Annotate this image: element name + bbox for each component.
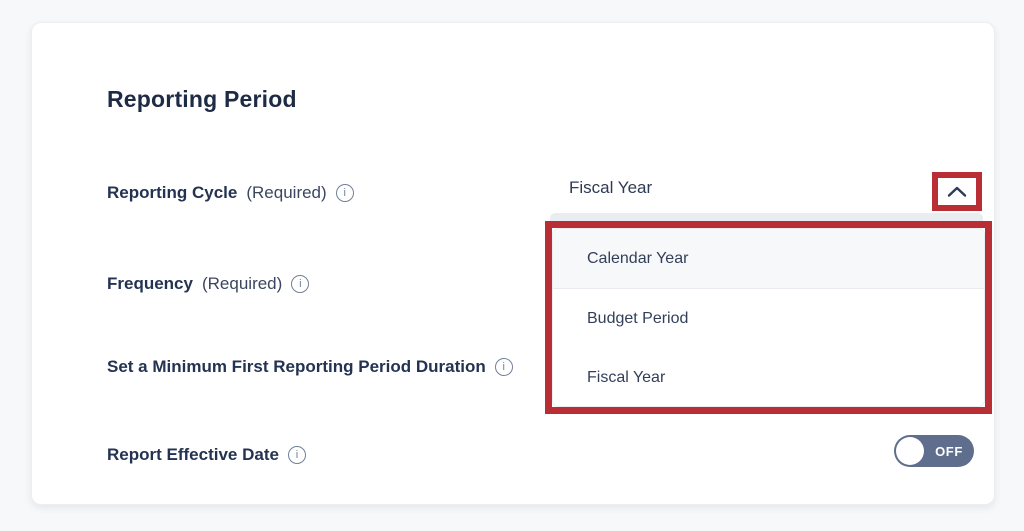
min-first-period-label: Set a Minimum First Reporting Period Dur… [107,357,486,376]
section-heading: Reporting Period [107,86,297,112]
frequency-required-tag: (Required) [201,274,283,293]
report-effective-date-toggle[interactable]: OFF [894,435,974,467]
field-row-reporting-cycle: Reporting Cycle (Required) i [107,182,354,204]
dropdown-option-budget-period[interactable]: Budget Period [553,289,984,348]
chevron-up-icon[interactable] [946,185,968,198]
field-row-min-first-period: Set a Minimum First Reporting Period Dur… [107,356,513,378]
info-icon[interactable]: i [291,275,310,293]
reporting-cycle-label: Reporting Cycle [107,183,238,202]
report-effective-date-label: Report Effective Date [107,445,279,464]
reporting-period-card: Reporting Period Reporting Cycle (Requir… [31,22,995,505]
reporting-cycle-dropdown: Calendar Year Budget Period Fiscal Year [552,228,985,407]
field-row-frequency: Frequency (Required) i [107,273,310,295]
toggle-state-label: OFF [935,443,963,459]
dropdown-option-calendar-year[interactable]: Calendar Year [553,229,984,289]
reporting-cycle-select-value[interactable]: Fiscal Year [569,178,653,197]
toggle-knob [896,437,924,465]
frequency-label: Frequency [107,274,193,293]
dropdown-panel-top-edge [550,213,983,224]
reporting-cycle-required-tag: (Required) [246,183,327,202]
annotation-box-dropdown: Calendar Year Budget Period Fiscal Year [545,221,992,414]
info-icon[interactable]: i [287,446,306,464]
dropdown-option-fiscal-year[interactable]: Fiscal Year [553,348,984,406]
field-row-report-effective-date: Report Effective Date i [107,444,306,466]
info-icon[interactable]: i [335,184,354,202]
annotation-box-chevron [932,172,982,211]
info-icon[interactable]: i [494,358,513,376]
